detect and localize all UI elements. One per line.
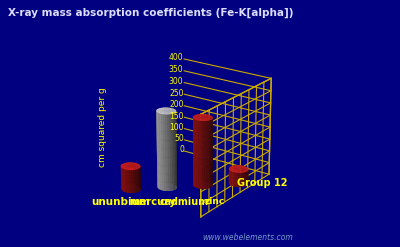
Text: X-ray mass absorption coefficients (Fe-K[alpha]): X-ray mass absorption coefficients (Fe-K… bbox=[8, 7, 294, 18]
Text: www.webelements.com: www.webelements.com bbox=[202, 233, 293, 243]
Text: cm squared per g: cm squared per g bbox=[98, 88, 107, 167]
